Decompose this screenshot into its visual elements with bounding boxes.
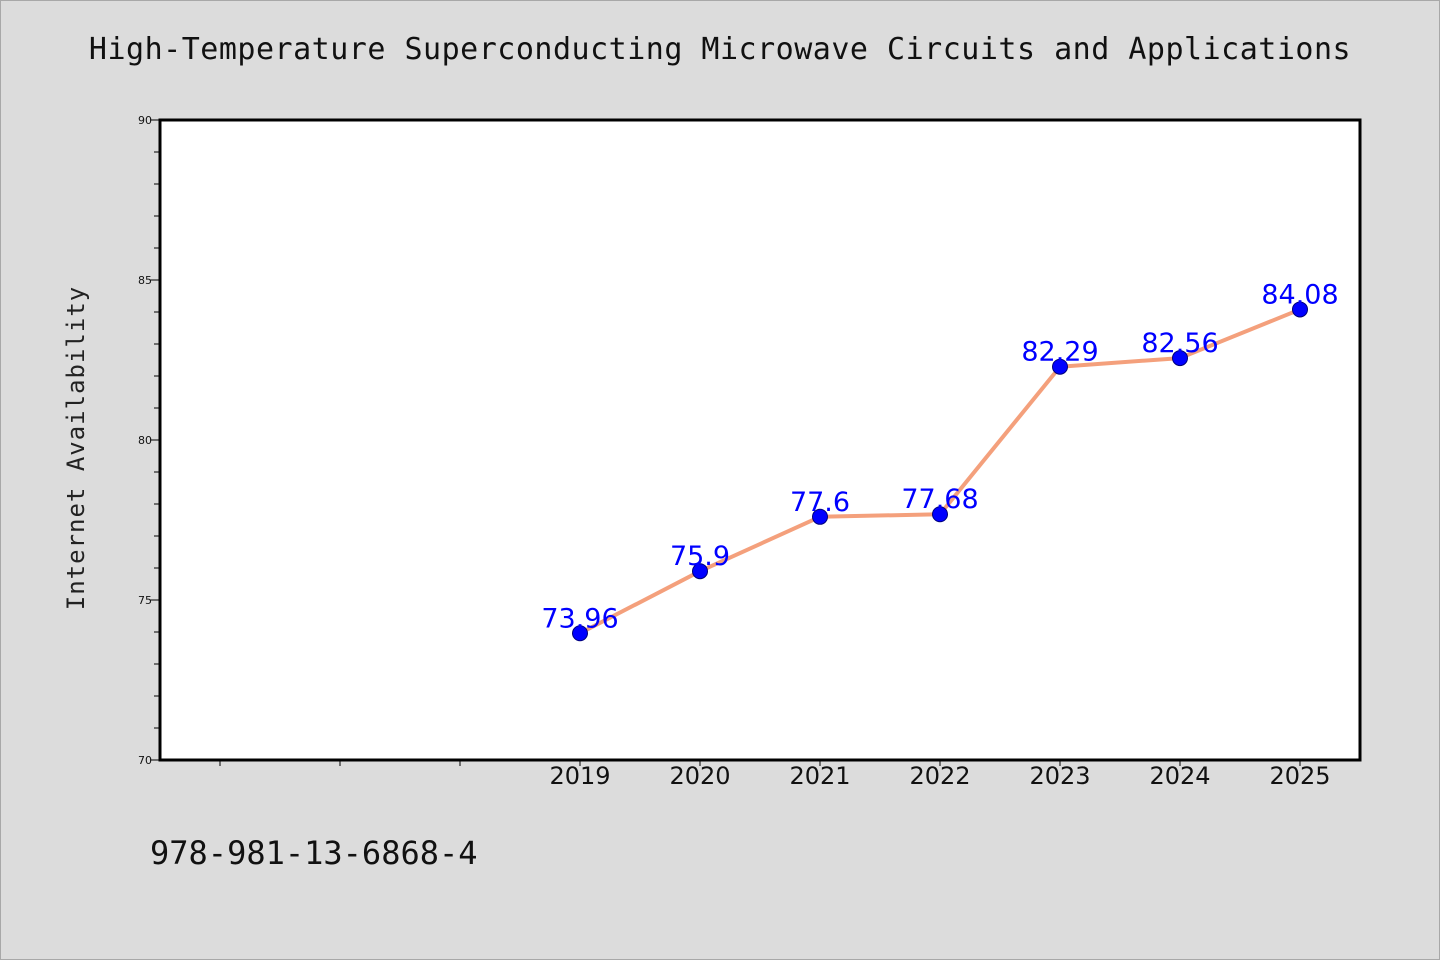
- isbn-text: 978-981-13-6868-4: [150, 834, 478, 872]
- x-tick-label: 2020: [669, 762, 730, 790]
- data-point-2023: [1052, 358, 1068, 375]
- x-tick-label: 2021: [789, 762, 850, 790]
- x-tick-label: 2024: [1149, 762, 1210, 790]
- data-label-2022: 77.68: [901, 484, 978, 515]
- y-tick-label: 80: [138, 434, 152, 447]
- data-point-2022: [932, 506, 948, 523]
- y-tick-label: 75: [138, 594, 152, 607]
- data-point-2019: [572, 625, 588, 642]
- y-tick-label: 90: [138, 114, 152, 127]
- chart-title: High-Temperature Superconducting Microwa…: [88, 32, 1352, 67]
- plot-border: [158, 118, 1362, 762]
- data-point-2024: [1172, 350, 1188, 367]
- data-point-2025: [1292, 301, 1308, 318]
- x-tick-label: 2023: [1029, 762, 1090, 790]
- data-label-2023: 82.29: [1021, 337, 1098, 368]
- data-label-2025: 84.08: [1261, 279, 1338, 310]
- x-tick-label: 2022: [909, 762, 970, 790]
- x-tick-label: 2025: [1269, 762, 1330, 790]
- y-tick-label: 85: [138, 274, 152, 287]
- plot-area: [160, 120, 1360, 760]
- data-label-2019: 73.96: [541, 603, 618, 634]
- data-point-2020: [692, 563, 708, 580]
- data-label-2020: 75.9: [670, 541, 730, 572]
- x-tick-label: 2019: [549, 762, 610, 790]
- data-label-2024: 82.56: [1141, 328, 1218, 359]
- y-tick-label: 70: [138, 754, 152, 767]
- data-point-2021: [812, 508, 828, 525]
- data-label-2021: 77.6: [790, 487, 850, 518]
